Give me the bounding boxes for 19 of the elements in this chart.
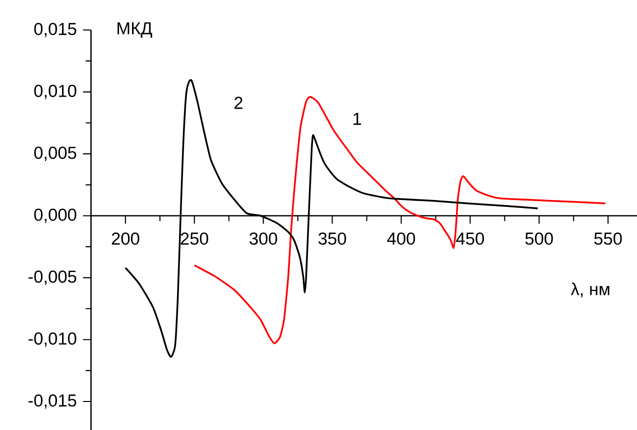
y-tick-label: 0,010 <box>34 84 76 100</box>
text: 2 <box>234 96 242 109</box>
x-tick-label: 350 <box>318 232 346 245</box>
x-tick-label: 200 <box>112 232 140 245</box>
y-tick-label: 0,015 <box>34 22 76 38</box>
x-tick-label: 450 <box>456 232 484 245</box>
x-tick-label: 400 <box>387 232 416 245</box>
x-tick-label: 550 <box>594 232 622 245</box>
x-tick-label: 250 <box>180 232 208 245</box>
y-tick-label: 0,005 <box>34 146 76 161</box>
y-tick-label: -0,005 <box>28 270 76 285</box>
y-tick-label: -0,010 <box>28 332 76 347</box>
y-tick-label: -0,015 <box>28 394 76 409</box>
x-tick-label: 300 <box>250 232 278 245</box>
series-label: 1 <box>354 112 362 125</box>
x-tick-label: 500 <box>525 232 553 245</box>
y-axis-title: МКД <box>118 22 152 38</box>
x-axis-title: λ, нм <box>570 282 610 298</box>
y-tick-label: 0,000 <box>34 208 76 223</box>
